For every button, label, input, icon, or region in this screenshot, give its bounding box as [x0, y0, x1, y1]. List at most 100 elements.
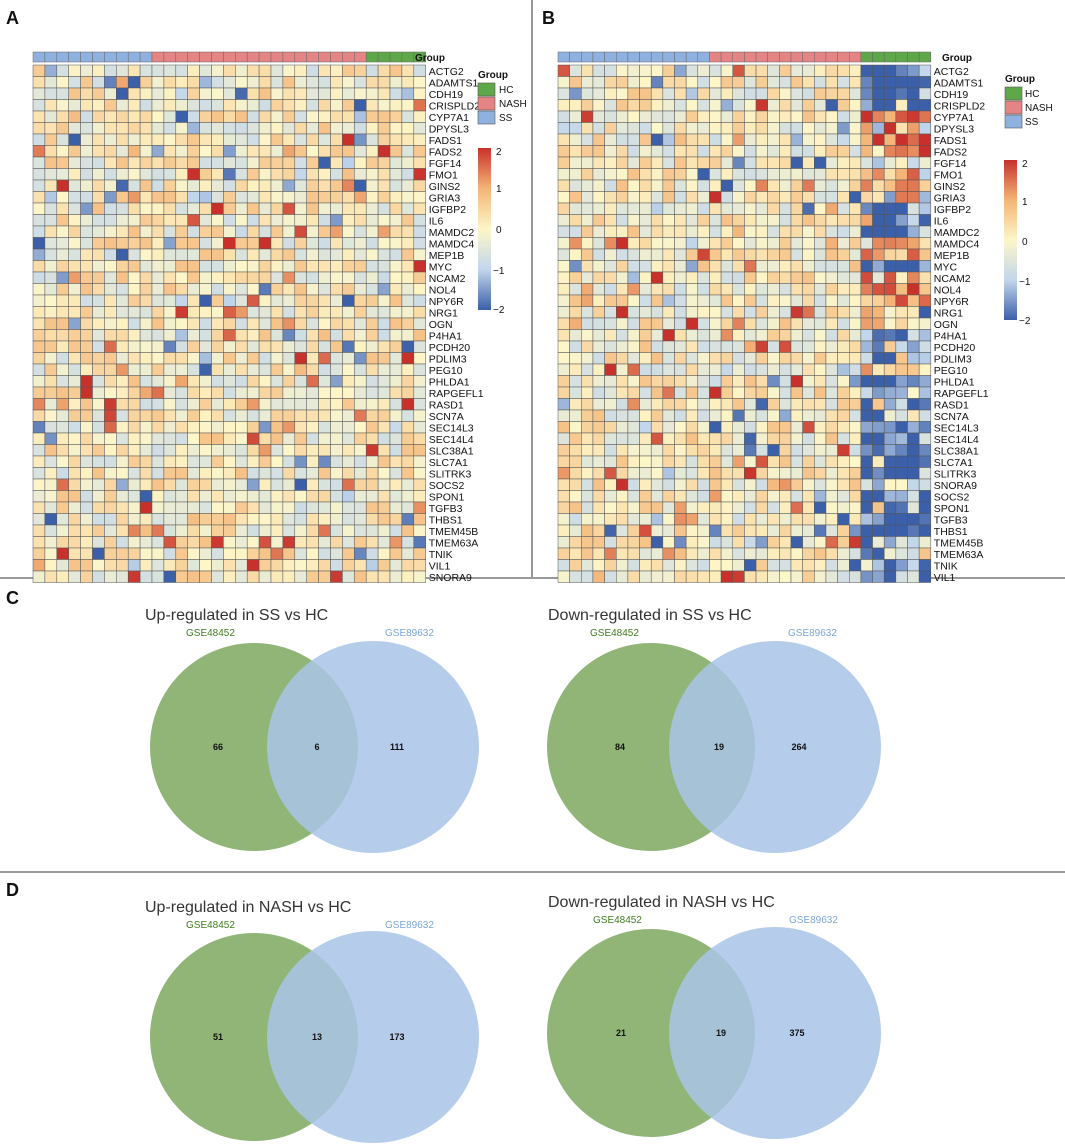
heatmap-cell [56, 76, 69, 89]
heatmap-cell [127, 352, 141, 365]
heatmap-cell [918, 156, 932, 169]
heatmap-cell [258, 145, 272, 158]
heatmap-cell [569, 237, 582, 250]
heatmap-cell [199, 202, 212, 215]
heatmap-cell [246, 294, 260, 307]
heatmap-cell [401, 398, 415, 411]
heatmap-cell [837, 398, 850, 411]
heatmap-cell [837, 202, 850, 215]
heatmap-cell [918, 421, 932, 434]
heatmap-cell [790, 375, 803, 388]
heatmap-cell [790, 467, 803, 480]
heatmap-cell [56, 168, 69, 181]
heatmap-cell [365, 524, 379, 537]
heatmap-cell [802, 570, 815, 583]
heatmap-cell [306, 570, 319, 583]
heatmap-cell [872, 444, 885, 457]
heatmap-cell [80, 547, 93, 560]
heatmap-cell [732, 478, 745, 491]
heatmap-cell [187, 294, 200, 307]
group-bar-cell-ss [662, 51, 675, 63]
venn-right-only: 111 [390, 742, 404, 752]
heatmap-cell [282, 398, 296, 411]
heatmap-cell [557, 340, 570, 353]
heatmap-cell [895, 421, 908, 434]
heatmap-cell [685, 352, 699, 365]
heatmap-cell [235, 363, 248, 376]
gene-label: MAMDC4 [429, 239, 475, 251]
heatmap-cell [235, 386, 248, 399]
heatmap-cell [860, 340, 873, 353]
heatmap-cell [127, 237, 141, 250]
heatmap-cell [44, 110, 58, 123]
heatmap-cell [211, 76, 224, 89]
heatmap-cell [569, 490, 582, 503]
heatmap-cell [139, 76, 153, 89]
heatmap-cell [258, 179, 272, 192]
heatmap-cell [80, 64, 93, 77]
heatmap-b: Group ACTG2ADAMTS1CDH19CRISPLD2CYP7A1DPY… [557, 51, 1053, 584]
heatmap-cell [199, 455, 212, 468]
legend-swatch-ss [1004, 114, 1023, 129]
heatmap-cell [883, 225, 897, 238]
heatmap-cell [732, 398, 745, 411]
heatmap-cell [68, 501, 81, 514]
heatmap-cell [401, 87, 415, 100]
heatmap-cell [342, 490, 355, 503]
heatmap-cell [767, 179, 780, 192]
heatmap-cell [779, 421, 792, 434]
heatmap-cell [709, 570, 722, 583]
heatmap-cell [104, 536, 117, 549]
heatmap-cell [755, 421, 768, 434]
heatmap-cell [187, 306, 200, 319]
heatmap-cell [662, 467, 675, 480]
heatmap-cell [330, 225, 343, 238]
heatmap-cell [592, 260, 605, 273]
heatmap-cell [365, 363, 379, 376]
heatmap-cell [662, 133, 675, 146]
heatmap-cell [581, 409, 594, 422]
venn-overlap: 13 [312, 1032, 322, 1042]
heatmap-cell [569, 99, 582, 112]
gene-label: RASD1 [934, 400, 969, 412]
heatmap-cell [849, 432, 862, 445]
gene-label: FADS1 [429, 135, 462, 147]
group-bar-cell-ss [56, 51, 69, 63]
heatmap-cell [639, 329, 652, 342]
heatmap-cell [56, 283, 69, 296]
heatmap-cell [199, 87, 212, 100]
heatmap-cell [211, 455, 224, 468]
heatmap-cell [662, 340, 675, 353]
heatmap-cell [246, 536, 260, 549]
heatmap-cell [258, 271, 272, 284]
heatmap-cell [282, 191, 296, 204]
heatmap-cell [127, 340, 141, 353]
heatmap-cell [569, 283, 582, 296]
heatmap-cell [569, 386, 582, 399]
heatmap-cell [767, 398, 780, 411]
heatmap-cell [223, 283, 236, 296]
heatmap-cell [318, 294, 331, 307]
heatmap-cell [907, 294, 920, 307]
heatmap-cell [837, 455, 850, 468]
heatmap-cell [849, 467, 862, 480]
heatmap-cell [104, 421, 117, 434]
heatmap-cell [68, 409, 81, 422]
heatmap-cell [755, 536, 768, 549]
heatmap-cell [413, 524, 426, 537]
heatmap-cell [581, 501, 594, 514]
heatmap-cell [557, 432, 570, 445]
heatmap-cell [779, 260, 792, 273]
heatmap-cell [127, 490, 141, 503]
heatmap-cell [258, 375, 272, 388]
heatmap-cell [330, 156, 343, 169]
heatmap-cell [918, 375, 932, 388]
heatmap-cell [139, 421, 153, 434]
heatmap-cell [616, 133, 629, 146]
heatmap-cell [32, 191, 46, 204]
heatmap-cell [557, 99, 570, 112]
heatmap-cell [720, 513, 733, 526]
heatmap-cell [685, 432, 699, 445]
heatmap-cell [294, 122, 307, 135]
heatmap-cell [779, 306, 792, 319]
